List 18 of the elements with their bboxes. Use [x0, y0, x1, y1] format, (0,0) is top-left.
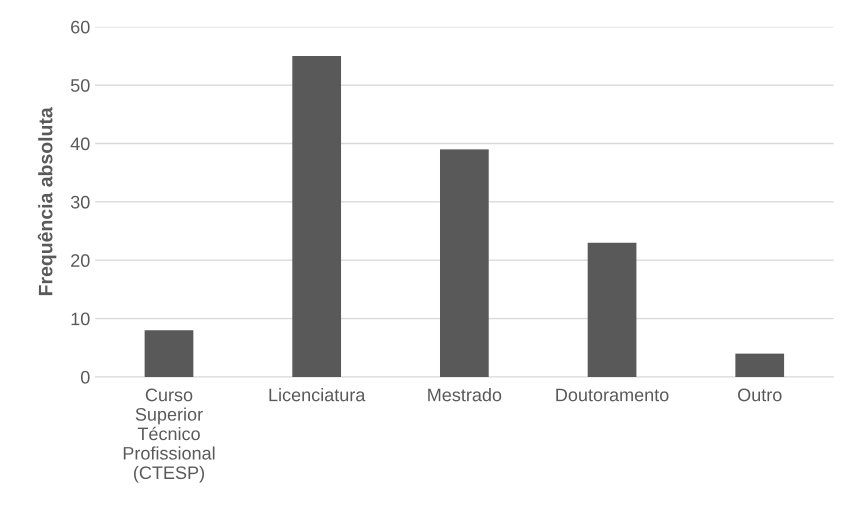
- y-tick-label: 40: [70, 137, 90, 150]
- x-tick-label: Licenciatura: [269, 388, 366, 402]
- y-axis-title: Frequência absoluta: [38, 107, 56, 296]
- bar: [144, 330, 194, 377]
- bar: [588, 242, 636, 377]
- x-tick-label: Mestrado: [428, 388, 502, 402]
- bar: [440, 149, 489, 377]
- x-tick-label: Doutoramento: [556, 388, 669, 402]
- x-tick-label: Outro: [738, 388, 782, 402]
- y-tick-label: 20: [71, 254, 90, 267]
- bar: [292, 56, 342, 377]
- y-tick-label: 60: [71, 20, 90, 34]
- y-tick-label: 50: [70, 79, 90, 92]
- bar: [735, 354, 784, 377]
- y-tick-label: 0: [80, 370, 90, 384]
- y-tick-label: 10: [72, 312, 90, 326]
- y-tick-label: 30: [70, 196, 90, 209]
- x-tick-label: Curso Superior Técnico Profissional (CTESP): [124, 388, 214, 483]
